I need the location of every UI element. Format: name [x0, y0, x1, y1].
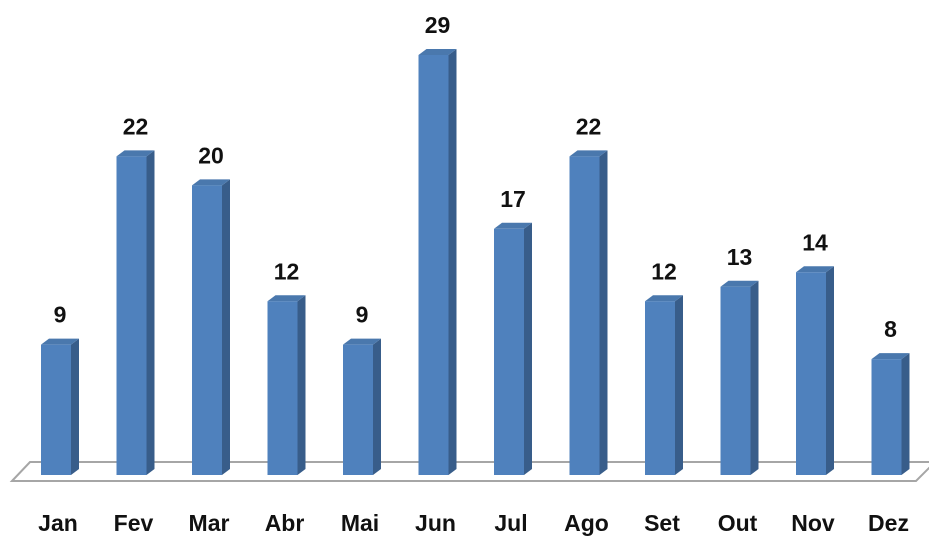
x-tick-label: Out — [718, 510, 758, 536]
value-label: 8 — [884, 316, 897, 342]
bar — [645, 301, 675, 475]
bar — [871, 359, 902, 475]
x-tick-label: Jul — [494, 510, 527, 536]
x-tick-label: Ago — [564, 510, 609, 536]
bar — [569, 156, 600, 475]
value-label: 9 — [356, 302, 369, 328]
bar-side — [448, 49, 457, 475]
value-label: 12 — [274, 258, 300, 284]
x-tick-label: Abr — [265, 510, 305, 536]
bar-top — [41, 338, 79, 345]
bar-top — [116, 150, 155, 157]
bar-top — [871, 353, 910, 360]
value-label: 22 — [576, 113, 602, 139]
bar-side — [599, 150, 608, 475]
bar-top — [343, 338, 381, 345]
bar-top — [267, 295, 306, 302]
value-label: 14 — [802, 229, 828, 255]
bar — [343, 344, 373, 475]
floor — [9, 461, 929, 482]
bar-side — [297, 295, 306, 475]
bar-side — [750, 280, 759, 475]
bar-top — [796, 266, 834, 273]
x-tick-label: Fev — [114, 510, 154, 536]
x-tick-label: Jan — [38, 510, 78, 536]
bar — [267, 301, 298, 475]
bar-side — [675, 295, 683, 475]
value-label: 12 — [651, 258, 677, 284]
bar — [494, 228, 524, 475]
value-label: 13 — [727, 244, 753, 270]
bar-top — [645, 295, 683, 302]
bar-top — [720, 280, 759, 287]
bar-side — [146, 150, 155, 475]
x-tick-label: Mar — [189, 510, 230, 536]
x-tick-label: Dez — [868, 510, 909, 536]
bar — [116, 156, 147, 475]
value-label: 20 — [198, 142, 224, 168]
bar-side — [373, 338, 381, 475]
value-label: 29 — [425, 12, 451, 38]
x-tick-label: Jun — [415, 510, 456, 536]
bar — [720, 286, 751, 475]
bar — [796, 272, 826, 475]
bar-side — [524, 222, 532, 475]
bar-side — [826, 266, 834, 475]
value-label: 17 — [500, 186, 526, 212]
bar — [192, 185, 222, 475]
bar-side — [901, 353, 910, 475]
x-tick-label: Mai — [341, 510, 379, 536]
bar-side — [71, 338, 79, 475]
value-label: 22 — [123, 113, 149, 139]
bar — [41, 344, 71, 475]
bar-side — [222, 179, 230, 475]
bar-top — [418, 49, 457, 55]
value-label: 9 — [54, 302, 67, 328]
bar-top — [494, 222, 532, 229]
bar — [418, 55, 449, 475]
x-tick-label: Set — [644, 510, 680, 536]
x-tick-label: Nov — [791, 510, 835, 536]
bar-top — [192, 179, 230, 186]
bar-top — [569, 150, 608, 157]
